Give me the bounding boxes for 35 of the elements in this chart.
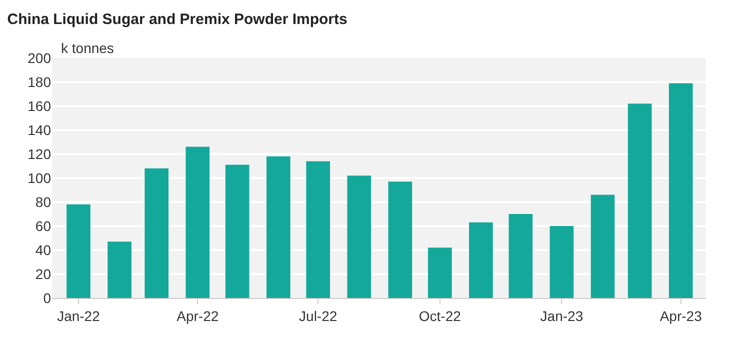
bar — [144, 168, 168, 298]
y-tick-label: 100 — [28, 170, 52, 186]
y-tick-label: 80 — [35, 194, 52, 210]
x-tick-label: Jan-22 — [57, 308, 100, 324]
x-tick-label: Apr-22 — [176, 308, 219, 324]
bar — [628, 104, 652, 298]
y-tick-label: 40 — [35, 242, 52, 258]
bar — [469, 222, 493, 298]
bar — [508, 214, 533, 298]
bar — [347, 176, 372, 298]
y-tick-label: 0 — [43, 290, 52, 306]
y-tick-label: 20 — [35, 266, 52, 282]
bar — [668, 83, 693, 298]
y-tick-label: 140 — [28, 122, 52, 138]
bar — [428, 248, 452, 298]
bar — [108, 242, 132, 298]
x-tick-label: Apr-23 — [660, 308, 702, 324]
x-tick-label: Jan-23 — [540, 308, 584, 324]
bar — [306, 161, 330, 298]
x-tick-label: Oct-22 — [418, 308, 462, 324]
bar — [550, 226, 574, 298]
chart-title: China Liquid Sugar and Premix Powder Imports — [7, 11, 348, 28]
bar — [66, 204, 90, 298]
y-axis-title: k tonnes — [61, 40, 114, 56]
bar — [186, 146, 210, 298]
y-tick-label: 120 — [28, 146, 52, 162]
x-tick-label: Jul-22 — [299, 308, 338, 324]
bar — [590, 194, 615, 298]
bar — [266, 156, 290, 298]
y-tick-label: 180 — [28, 74, 52, 90]
bar — [388, 182, 412, 298]
y-tick-label: 60 — [35, 218, 52, 234]
bar — [225, 164, 250, 298]
y-tick-label: 200 — [28, 50, 52, 66]
y-tick-label: 160 — [28, 98, 52, 114]
